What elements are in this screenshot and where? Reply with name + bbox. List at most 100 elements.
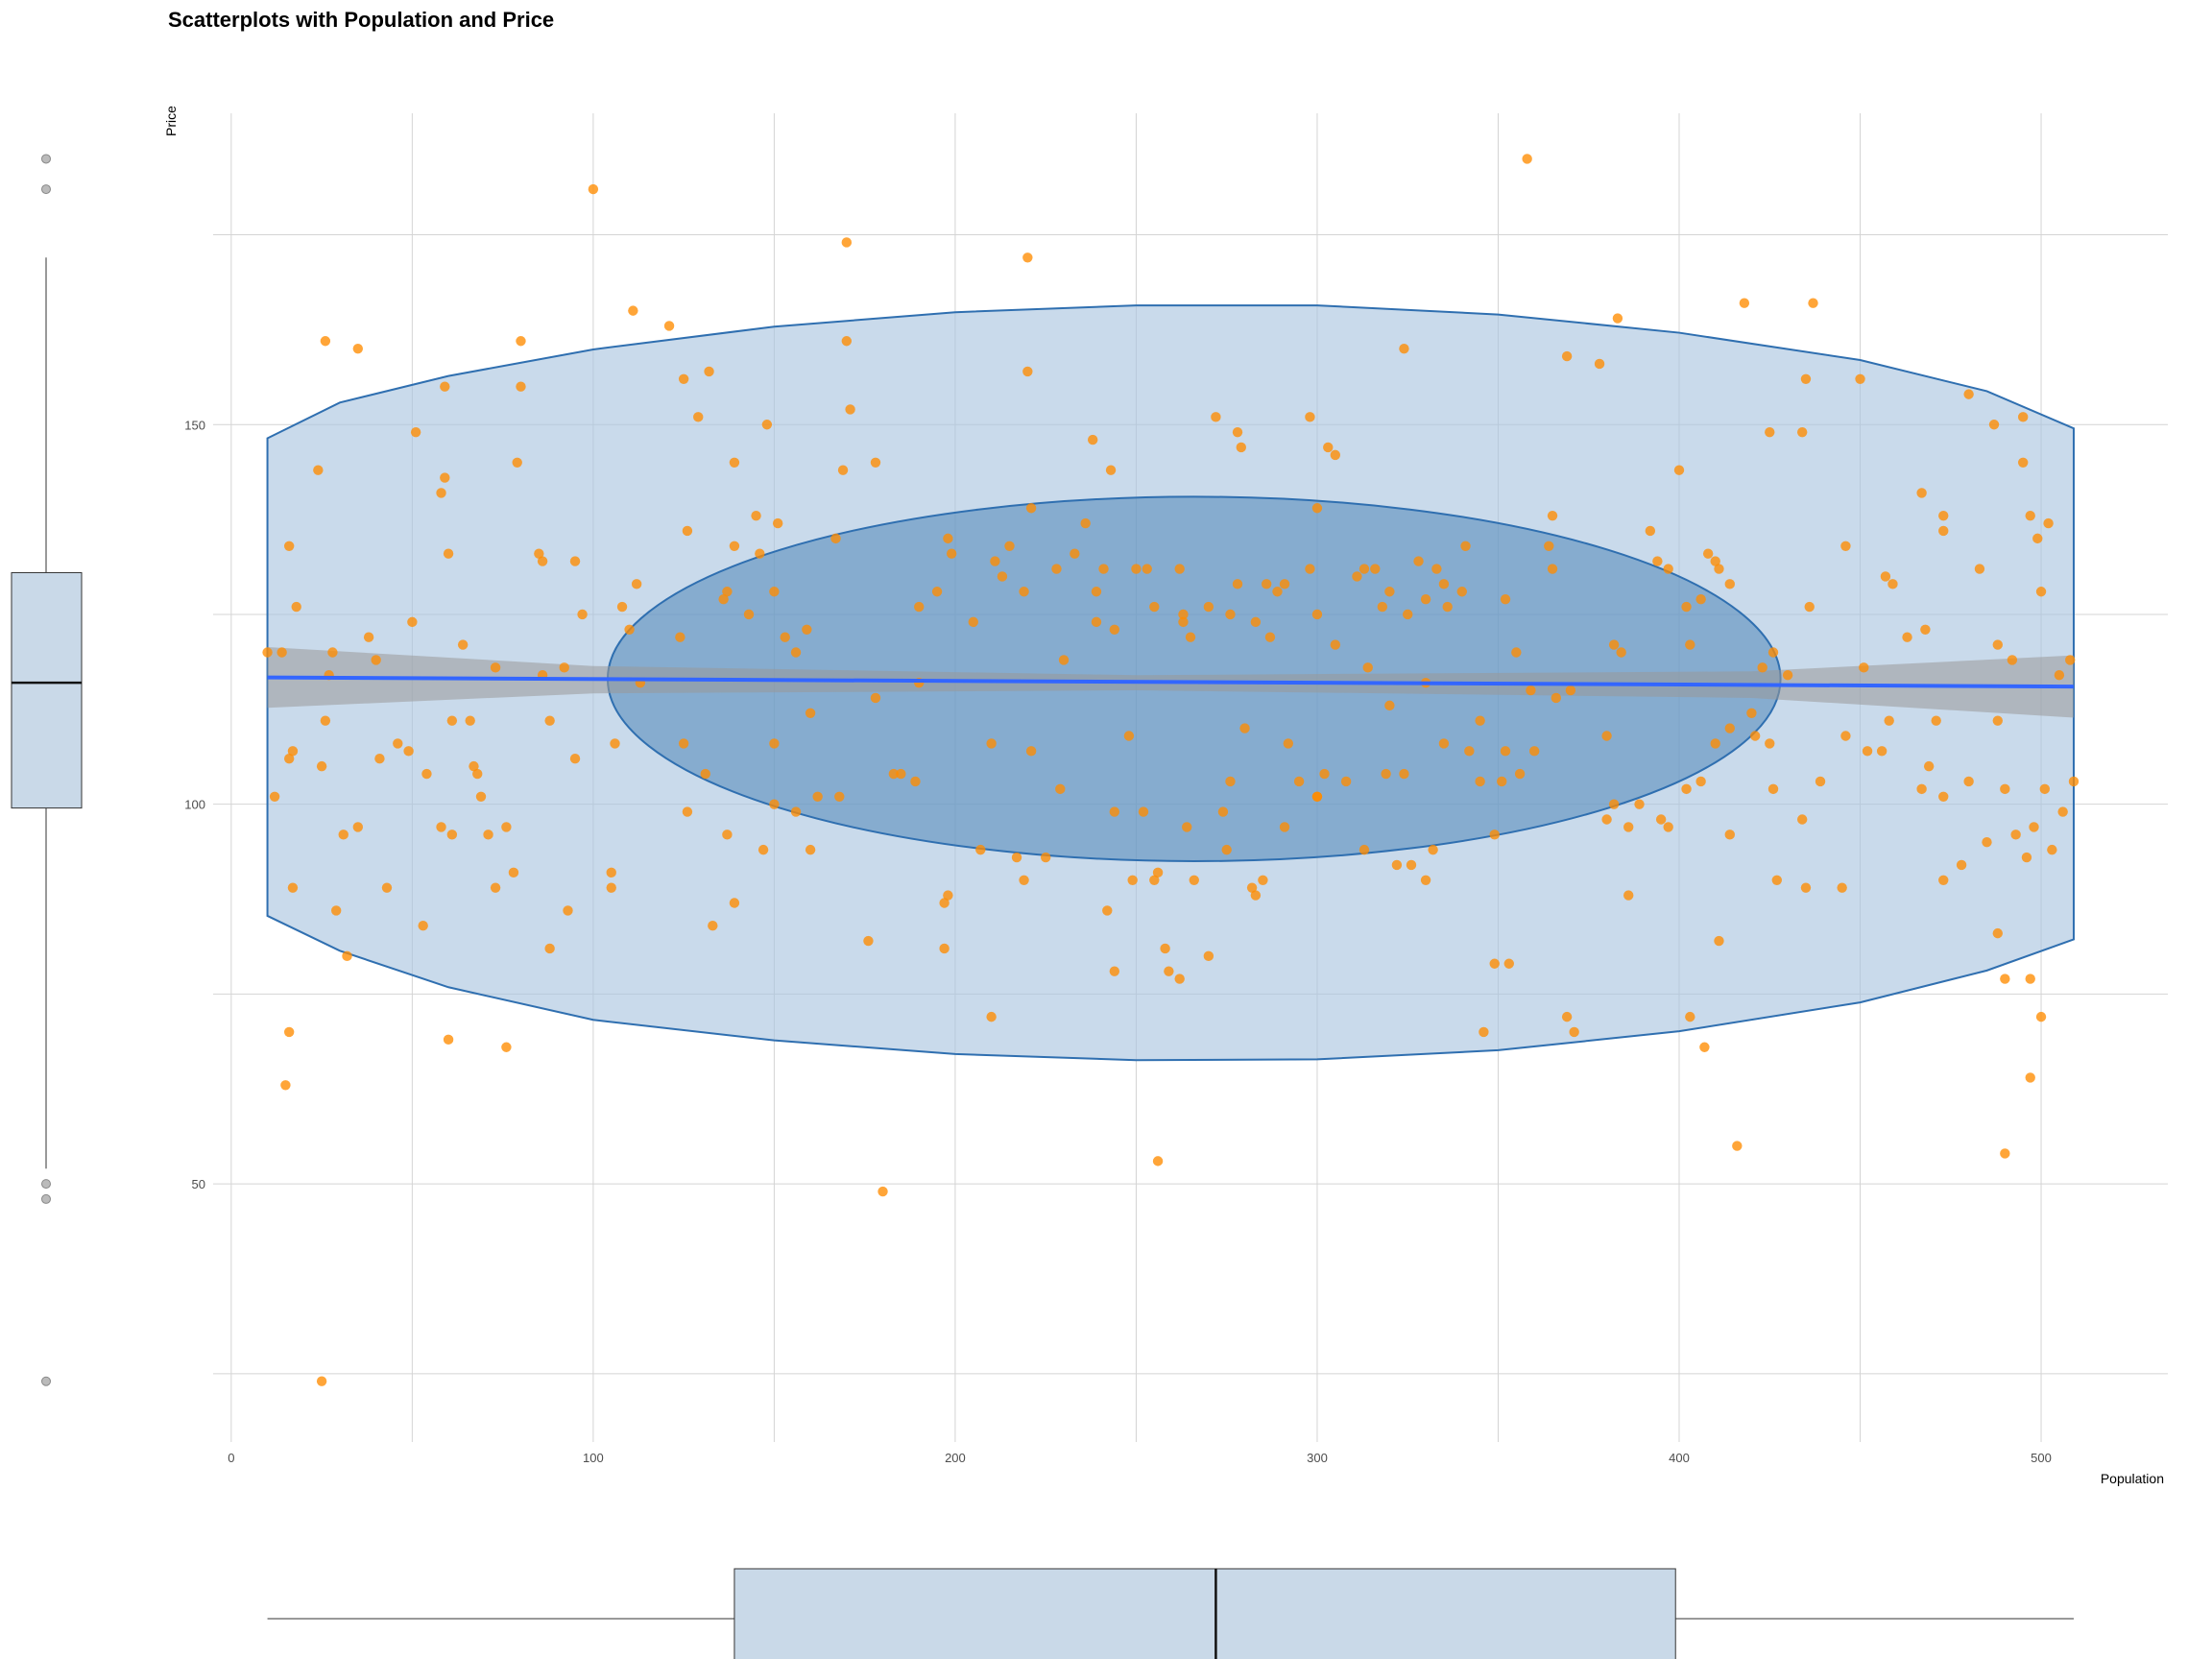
data-point bbox=[1956, 859, 1967, 871]
data-point bbox=[943, 890, 953, 901]
outlier-point bbox=[41, 154, 51, 164]
data-point bbox=[1051, 564, 1062, 574]
data-point bbox=[316, 760, 327, 772]
fit-line-layer bbox=[267, 675, 2074, 689]
data-point bbox=[1420, 593, 1431, 605]
data-point bbox=[490, 662, 501, 673]
data-point bbox=[512, 457, 522, 468]
data-point bbox=[693, 412, 704, 422]
data-point bbox=[1370, 564, 1381, 574]
data-point bbox=[472, 768, 483, 780]
data-point bbox=[1963, 389, 1974, 399]
data-point bbox=[2025, 974, 2035, 984]
data-point bbox=[1203, 950, 1214, 962]
data-point bbox=[729, 457, 740, 468]
data-point bbox=[1088, 434, 1098, 445]
x-axis-title: Population bbox=[2101, 1471, 2164, 1486]
data-point bbox=[1938, 791, 1949, 802]
data-point bbox=[769, 799, 780, 809]
data-point bbox=[436, 822, 446, 832]
data-point bbox=[1358, 564, 1370, 574]
data-point bbox=[1311, 609, 1323, 620]
data-point bbox=[1992, 715, 2003, 726]
data-point bbox=[1561, 1011, 1573, 1022]
data-point bbox=[1149, 601, 1160, 613]
box-iqr bbox=[11, 571, 83, 809]
outlier-point bbox=[41, 1376, 51, 1386]
data-point bbox=[287, 746, 299, 757]
data-point bbox=[990, 556, 1000, 566]
data-point bbox=[1413, 556, 1424, 566]
data-point bbox=[276, 647, 287, 658]
data-point bbox=[1025, 503, 1037, 514]
data-point bbox=[508, 867, 519, 878]
data-point bbox=[537, 556, 548, 566]
data-point bbox=[1920, 624, 1931, 635]
outlier-point bbox=[41, 184, 51, 195]
data-point bbox=[1022, 366, 1033, 377]
data-point bbox=[1702, 548, 1714, 559]
data-point bbox=[722, 830, 733, 840]
data-point bbox=[1178, 609, 1189, 620]
data-point bbox=[1232, 579, 1243, 589]
data-point bbox=[283, 1026, 295, 1038]
data-point bbox=[1109, 806, 1120, 817]
data-point bbox=[421, 768, 432, 780]
data-point bbox=[1022, 252, 1033, 263]
y-tick-label: 100 bbox=[184, 798, 205, 812]
data-point bbox=[1663, 564, 1673, 574]
data-point bbox=[845, 404, 855, 415]
data-point bbox=[1840, 541, 1851, 551]
data-point bbox=[1673, 465, 1685, 475]
data-point bbox=[1225, 609, 1236, 620]
data-point bbox=[757, 844, 769, 855]
data-point bbox=[2021, 852, 2032, 863]
data-point bbox=[1855, 373, 1865, 384]
data-point bbox=[1880, 571, 1891, 582]
data-point bbox=[1152, 1156, 1164, 1166]
data-point bbox=[342, 950, 352, 962]
data-point bbox=[1475, 715, 1485, 726]
data-point bbox=[1931, 715, 1941, 726]
data-point bbox=[780, 632, 790, 642]
data-point bbox=[269, 791, 280, 802]
data-point bbox=[1714, 564, 1724, 574]
data-point bbox=[1616, 647, 1626, 658]
data-point bbox=[1250, 890, 1262, 901]
data-point bbox=[407, 616, 418, 628]
data-point bbox=[1681, 601, 1692, 613]
data-point bbox=[436, 488, 446, 498]
data-point bbox=[1185, 632, 1196, 642]
data-point bbox=[943, 533, 953, 544]
data-point bbox=[2007, 655, 2018, 665]
data-point bbox=[1561, 350, 1573, 362]
data-point bbox=[761, 420, 773, 430]
data-point bbox=[1174, 974, 1185, 984]
data-point bbox=[381, 882, 393, 893]
data-point bbox=[1938, 875, 1949, 885]
data-point bbox=[678, 738, 689, 749]
fit-line bbox=[267, 675, 2074, 689]
data-point bbox=[469, 760, 479, 772]
data-point bbox=[1815, 776, 1826, 787]
data-point bbox=[1464, 746, 1475, 757]
data-point bbox=[700, 768, 710, 780]
data-point bbox=[1403, 609, 1413, 620]
data-point bbox=[663, 321, 675, 331]
data-point bbox=[330, 905, 342, 916]
data-point bbox=[1182, 822, 1192, 832]
data-point bbox=[1438, 579, 1450, 589]
data-point bbox=[569, 754, 581, 764]
data-point bbox=[446, 830, 458, 840]
data-point bbox=[1551, 692, 1562, 704]
y-tick-label: 50 bbox=[192, 1177, 205, 1191]
data-point bbox=[2000, 974, 2010, 984]
data-point bbox=[1876, 746, 1887, 757]
data-point bbox=[1109, 966, 1120, 976]
data-point bbox=[1142, 564, 1152, 574]
data-point bbox=[610, 738, 620, 749]
data-point bbox=[722, 587, 733, 597]
data-point bbox=[729, 541, 740, 551]
data-point bbox=[1767, 647, 1779, 658]
data-point bbox=[631, 579, 642, 589]
